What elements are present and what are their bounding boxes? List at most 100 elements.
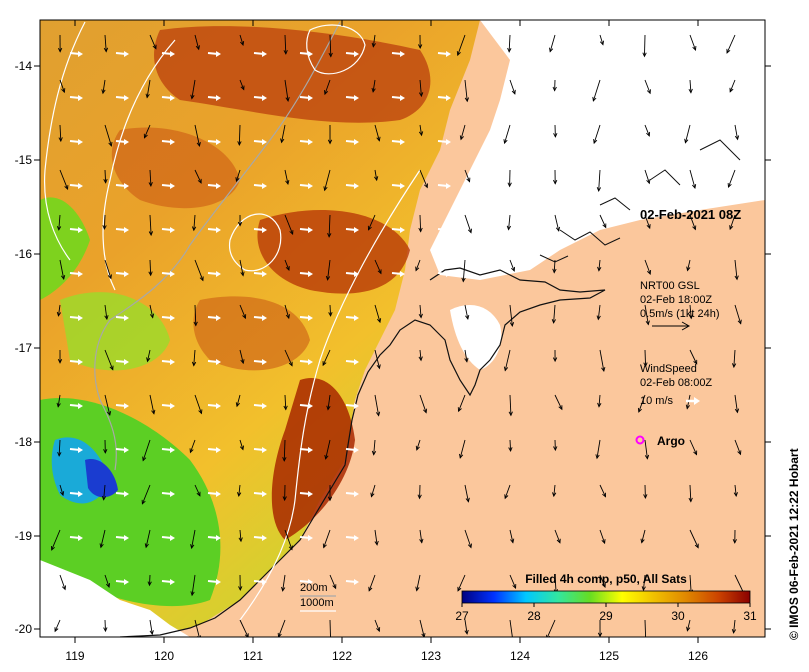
wind-vector-head (354, 315, 359, 321)
current-vector-head (107, 274, 112, 280)
current-vector-head (148, 182, 153, 187)
cloud-mask (430, 20, 765, 280)
current-vector-head (283, 49, 288, 55)
wind-vector-head (78, 227, 83, 233)
wind-vector-head (446, 51, 451, 57)
wind-vector-head (78, 403, 83, 409)
current-vector-head (646, 131, 651, 137)
wind-vector-head (216, 359, 221, 365)
colorbar-tick-label: 28 (527, 609, 541, 623)
current-vector (464, 214, 472, 233)
current-vector (329, 619, 331, 637)
current-vector-head (464, 629, 469, 635)
wind-vector-head (308, 183, 313, 189)
current-vector (194, 124, 200, 147)
current-vector-head (592, 96, 597, 102)
current-vector-head (729, 87, 734, 93)
current-vector-head (325, 275, 331, 281)
current-vector (689, 439, 697, 455)
current-vector (194, 484, 201, 496)
current-vector (593, 124, 601, 144)
current-vector-head (464, 97, 470, 103)
current-vector (419, 619, 425, 637)
current-vector (59, 484, 64, 496)
current-vector-head (240, 85, 245, 91)
wind-vector-head (446, 227, 451, 233)
current-vector (729, 214, 736, 230)
wind-vector-head (170, 535, 175, 541)
current-vector (416, 439, 421, 450)
wind-vector-head (354, 535, 359, 541)
current-vector-head (643, 362, 648, 368)
current-vector (58, 439, 61, 456)
current-vector-head (368, 586, 373, 592)
wind-vector-head (400, 271, 405, 277)
wind-vector-head (262, 491, 267, 497)
current-vector-head (601, 367, 606, 373)
current-vector-head (552, 86, 557, 92)
lat-tick-label: -19 (15, 529, 33, 543)
current-vector-head (288, 361, 293, 367)
current-vector (508, 34, 511, 52)
current-vector-head (191, 226, 197, 232)
current-vector-head (191, 361, 197, 367)
current-vector (733, 619, 736, 633)
wind-vector-head (308, 535, 313, 541)
current-vector-head (61, 88, 66, 94)
current-vector-head (552, 268, 557, 274)
wind-vector-head (78, 183, 83, 189)
current-vector-head (465, 314, 470, 320)
current-vector (599, 484, 606, 497)
current-vector-head (375, 411, 381, 417)
lon-tick-label: 123 (421, 649, 441, 663)
colorbar: Filled 4h comp, p50, All Sats 27 28 29 30 31 (455, 572, 757, 623)
current-vector-head (508, 411, 513, 417)
current-vector-head (553, 133, 558, 138)
current-vector (193, 349, 196, 366)
current-vector (147, 349, 151, 362)
current-vector-head (99, 543, 104, 549)
current-vector-head (197, 178, 202, 184)
current-vector (146, 79, 151, 98)
wind-vector-head (446, 139, 451, 145)
current-vector (59, 124, 62, 142)
current-vector-head (647, 269, 652, 275)
wind-vector-head (400, 183, 405, 189)
wind-vector-head (446, 95, 451, 101)
lon-tick-label: 126 (688, 649, 708, 663)
current-vector (103, 214, 106, 229)
current-vector-head (374, 540, 379, 546)
current-vector-head (734, 408, 740, 414)
current-vector-head (601, 583, 606, 589)
current-vector-head (190, 544, 195, 550)
current-vector-head (558, 405, 563, 411)
current-vector (508, 214, 511, 230)
current-vector-head (737, 450, 742, 456)
wind-vector-head (354, 359, 359, 365)
current-vector-head (688, 314, 694, 320)
current-vector (415, 259, 421, 271)
colorbar-gradient (461, 590, 751, 604)
current-vector-head (285, 266, 290, 272)
sst-cold-patch (85, 459, 118, 498)
current-vector (238, 484, 241, 497)
current-vector (284, 394, 287, 410)
colorbar-ticks: 27 28 29 30 31 (455, 603, 757, 623)
current-vector (374, 349, 380, 369)
current-vector-head (552, 492, 557, 498)
current-vector (103, 484, 106, 500)
current-vector-head (237, 141, 242, 146)
lon-tick-label: 120 (154, 649, 174, 663)
current-vector-head (421, 633, 426, 637)
current-vector (329, 34, 332, 57)
current-vector (59, 79, 65, 93)
current-vector-head (549, 47, 554, 53)
current-vector-head (283, 405, 288, 411)
current-vector-head (235, 177, 240, 183)
current-vector-head (148, 271, 153, 277)
current-vector-head (328, 312, 333, 317)
current-vector-head (731, 363, 737, 369)
current-vector-head (507, 47, 512, 53)
current-vector (734, 124, 739, 140)
current-vector (372, 34, 376, 47)
